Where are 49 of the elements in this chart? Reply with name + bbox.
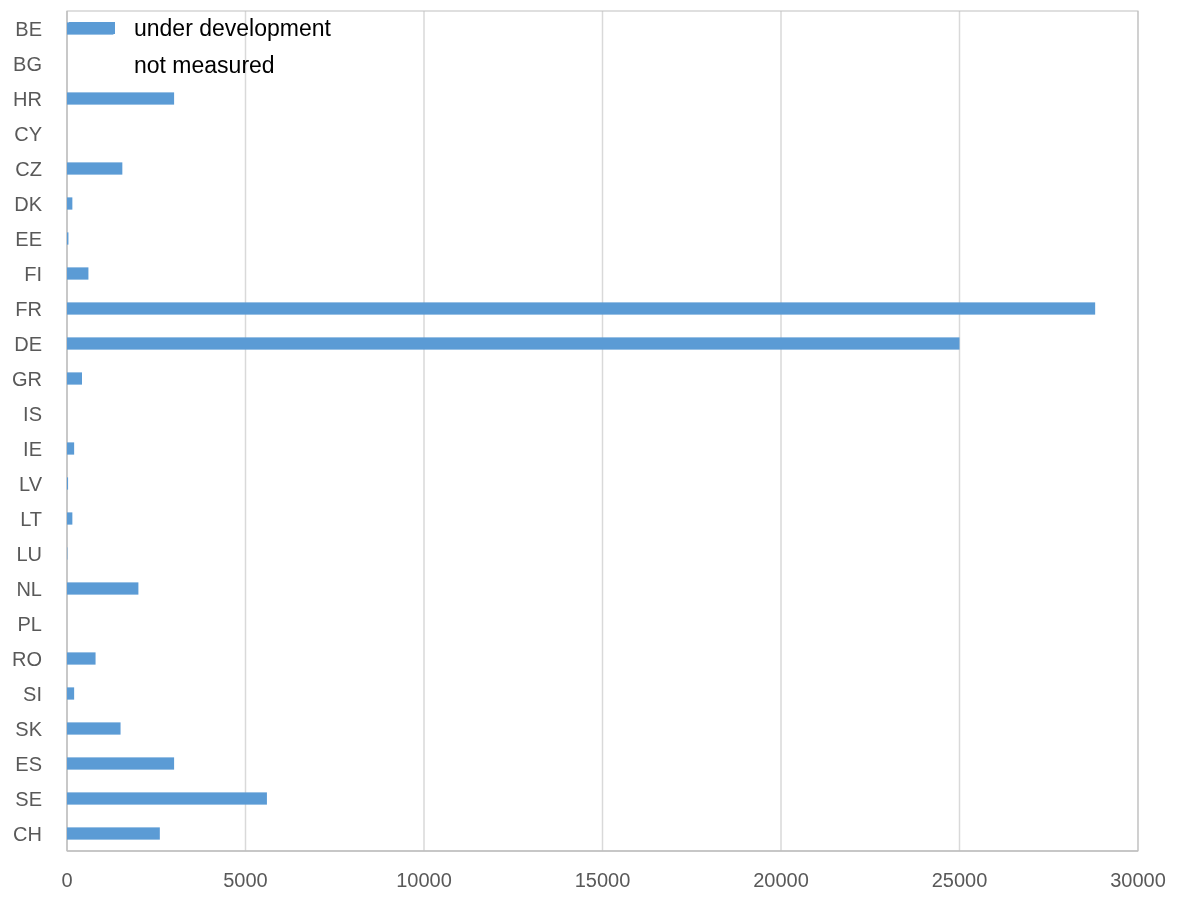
bar bbox=[67, 512, 73, 525]
y-tick-label: RO bbox=[12, 647, 42, 670]
x-tick-label: 25000 bbox=[931, 869, 988, 891]
bar bbox=[67, 687, 75, 700]
y-tick-label: DK bbox=[14, 192, 43, 215]
x-tick-label: 30000 bbox=[1110, 869, 1166, 891]
x-tick-label: 5000 bbox=[223, 869, 268, 891]
y-tick-label: CH bbox=[13, 822, 42, 845]
bar bbox=[67, 792, 267, 805]
y-tick-label: PL bbox=[17, 612, 42, 635]
bar bbox=[67, 722, 121, 735]
y-tick-label: SI bbox=[23, 682, 42, 705]
bar bbox=[67, 302, 1096, 315]
bar bbox=[67, 267, 89, 280]
y-tick-label: CZ bbox=[15, 157, 42, 180]
bar bbox=[67, 197, 73, 210]
y-tick-label: DE bbox=[14, 332, 42, 355]
x-tick-label: 20000 bbox=[753, 869, 809, 891]
bar bbox=[67, 827, 160, 840]
y-tick-label: IE bbox=[23, 437, 42, 460]
bar bbox=[67, 442, 75, 455]
y-tick-label: NL bbox=[16, 577, 42, 600]
y-tick-label: LV bbox=[19, 472, 43, 495]
y-tick-label: BE bbox=[15, 17, 42, 40]
y-tick-label: ES bbox=[15, 752, 42, 775]
y-tick-label: SK bbox=[15, 717, 43, 740]
bar bbox=[67, 757, 175, 770]
y-tick-label: LT bbox=[20, 507, 42, 530]
y-tick-label: EE bbox=[15, 227, 42, 250]
x-tick-label: 10000 bbox=[396, 869, 452, 891]
y-tick-label: SE bbox=[15, 787, 42, 810]
x-tick-label: 15000 bbox=[574, 869, 631, 891]
bar bbox=[67, 92, 175, 105]
bar bbox=[67, 372, 82, 385]
bar bbox=[67, 582, 139, 595]
x-tick-label: 0 bbox=[61, 869, 73, 891]
y-tick-label: IS bbox=[23, 402, 42, 425]
y-tick-label: GR bbox=[12, 367, 42, 390]
legend-label: under development bbox=[134, 15, 332, 42]
y-tick-label: CY bbox=[14, 122, 42, 145]
y-tick-label: FR bbox=[15, 297, 42, 320]
bar bbox=[67, 652, 96, 665]
y-tick-label: HR bbox=[13, 87, 42, 110]
y-tick-label: FI bbox=[24, 262, 42, 285]
bar bbox=[67, 337, 960, 350]
y-tick-label: BG bbox=[13, 52, 42, 75]
text: not measured bbox=[134, 52, 275, 79]
bar bbox=[67, 162, 123, 175]
y-tick-label: LU bbox=[16, 542, 42, 565]
